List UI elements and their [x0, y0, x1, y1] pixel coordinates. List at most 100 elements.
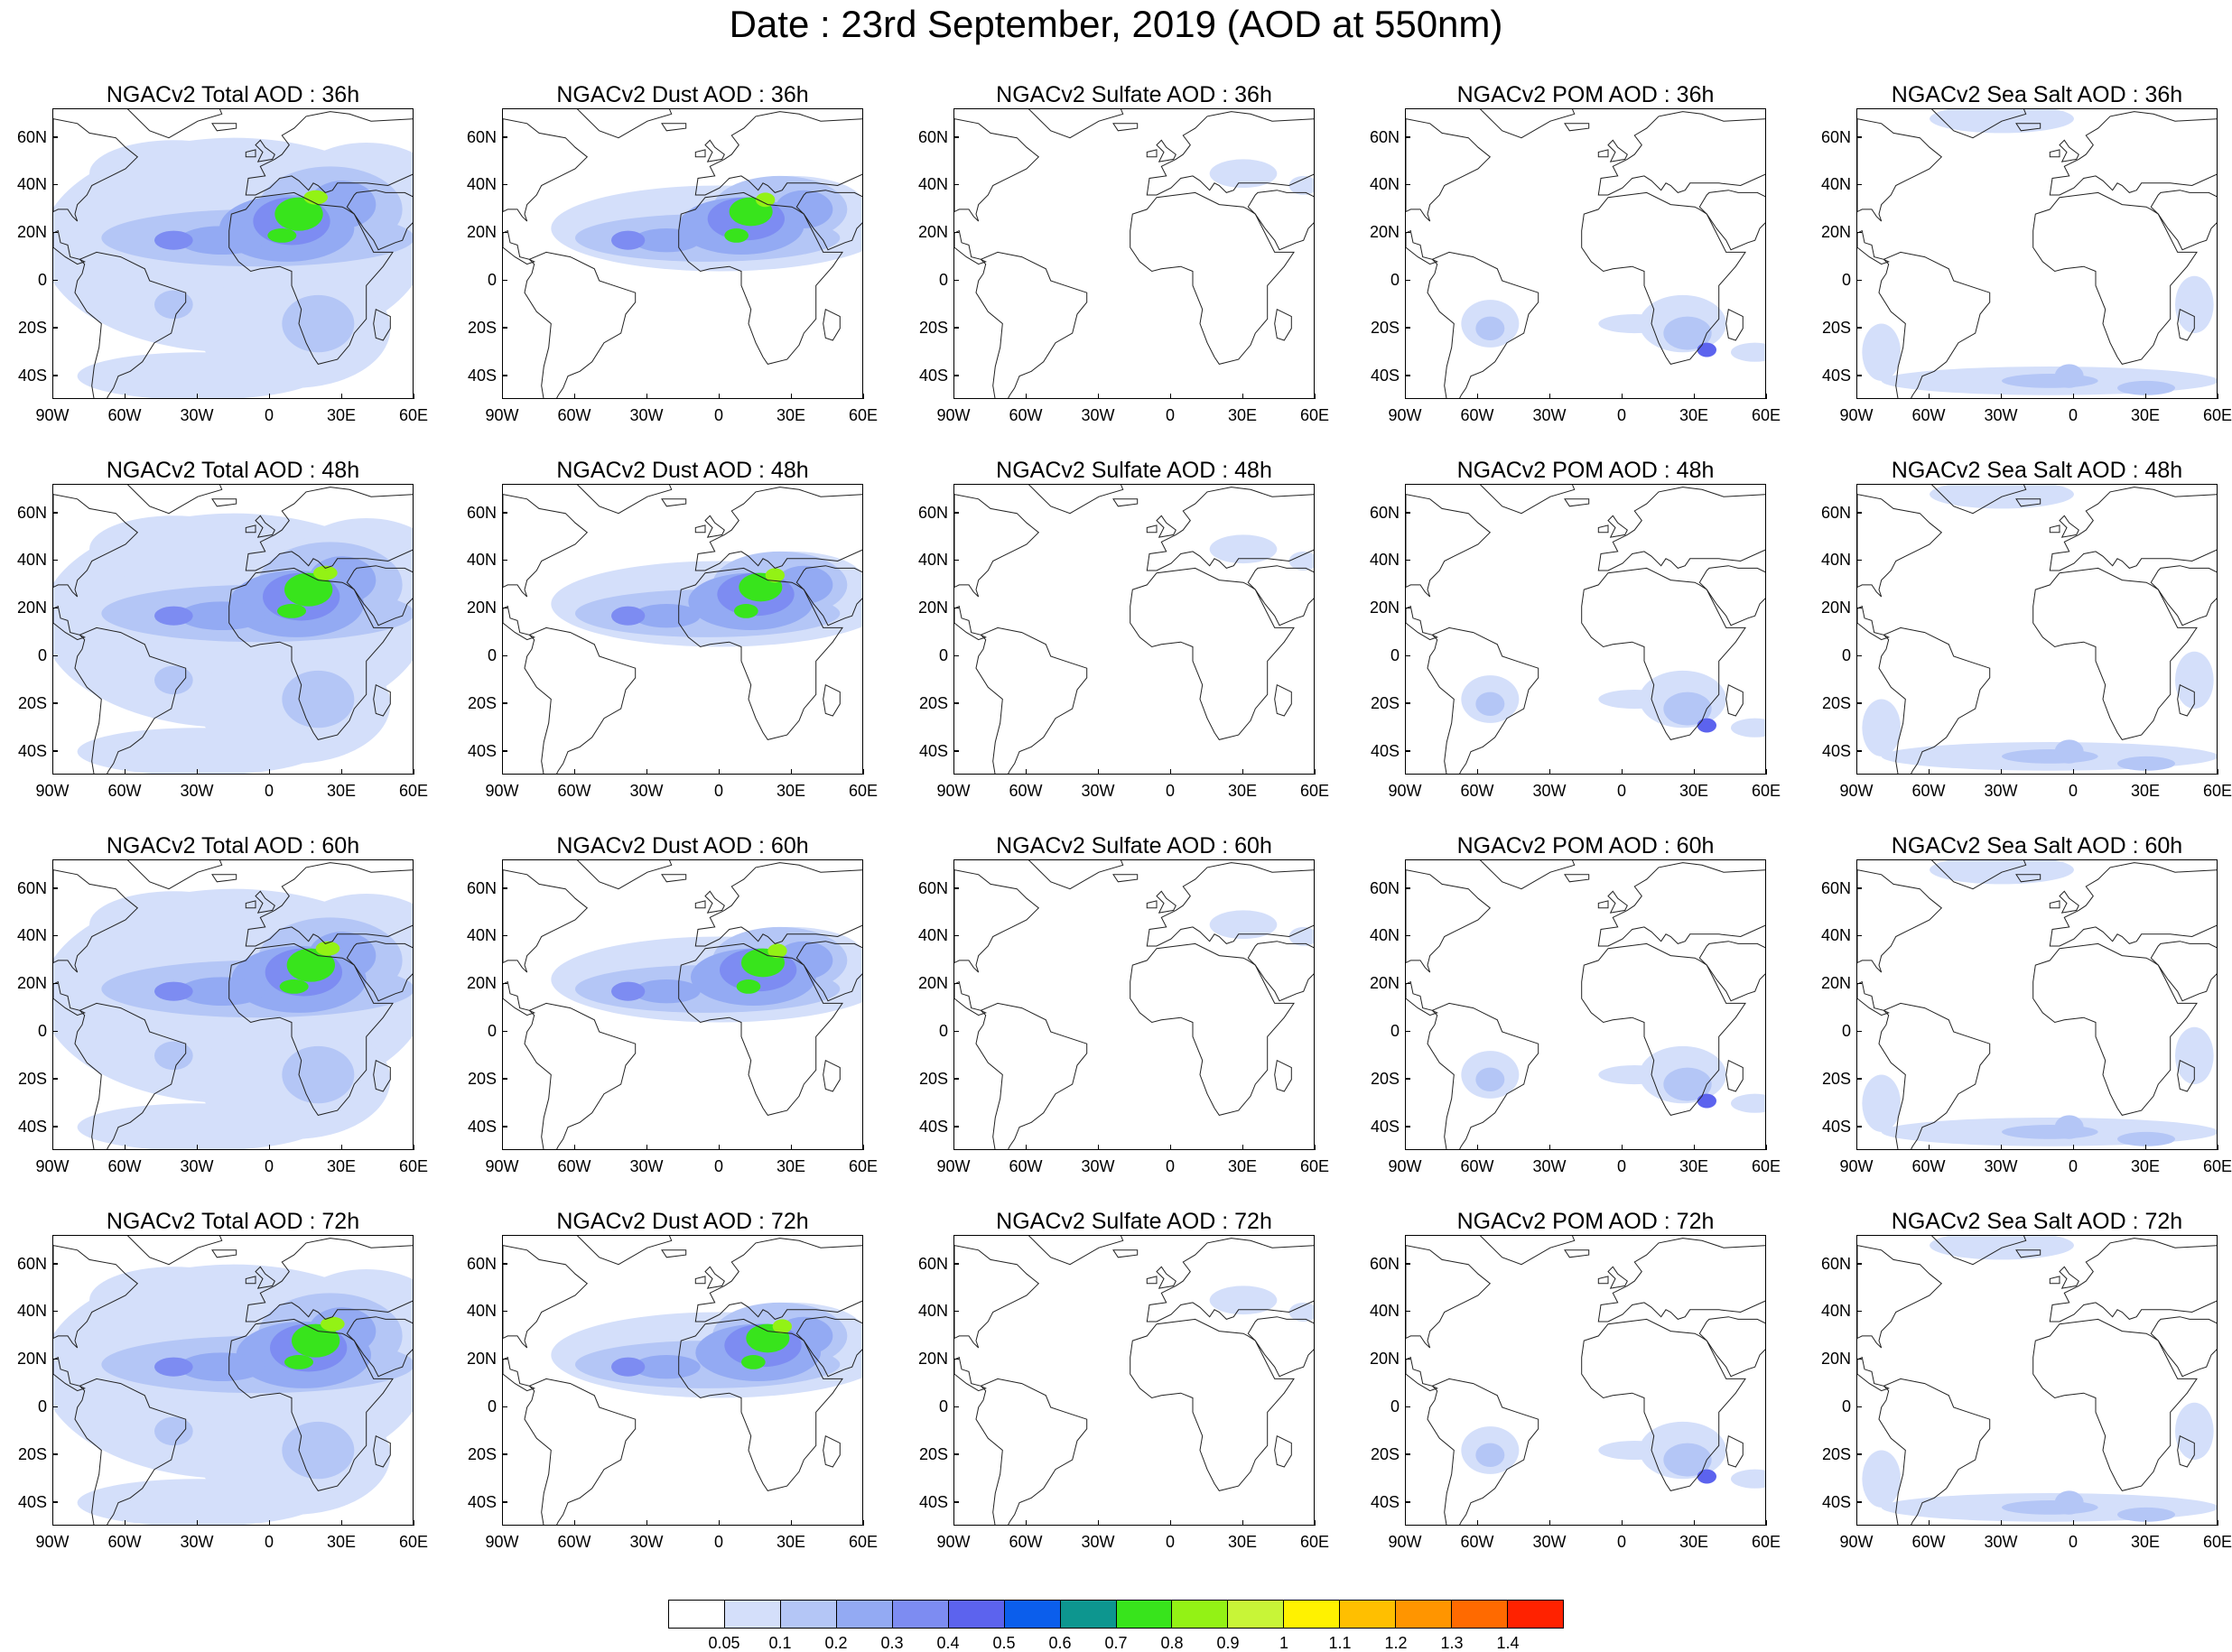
lon-label: 60W: [557, 782, 591, 800]
lon-label: 0: [1616, 782, 1626, 800]
lon-tick: [1097, 1145, 1099, 1150]
panel-title: NGACv2 Dust AOD : 60h: [556, 833, 809, 858]
lat-tick: [1405, 1453, 1410, 1455]
lon-label: 60W: [557, 406, 591, 424]
lat-label: 60N: [466, 878, 497, 897]
lon-label: 60E: [2202, 1157, 2232, 1175]
map-frame: [52, 108, 414, 399]
coastline-europe: [245, 1238, 413, 1323]
coastline-samerica: [74, 251, 187, 398]
lon-tick: [196, 1145, 198, 1150]
lat-tick: [52, 1501, 58, 1503]
map-panel: NGACv2 POM AOD : 48h 60N 40N 20N 0 20S 40S 90W 6…: [1370, 457, 1781, 818]
lat-tick: [52, 702, 58, 704]
lat-tick: [52, 1453, 58, 1455]
coastline-namerica: [954, 1245, 1040, 1349]
colorbar-label: 1.1: [1328, 1634, 1352, 1652]
lat-tick: [953, 183, 959, 186]
coastline-namerica: [503, 494, 589, 598]
lat-label: 20S: [467, 693, 497, 712]
lon-tick: [790, 394, 792, 399]
lat-tick: [953, 1263, 959, 1265]
lon-label: 60E: [848, 406, 879, 424]
lat-label: 20S: [1370, 1444, 1400, 1463]
coastline-greenland: [126, 860, 223, 890]
coastline-britain: [255, 139, 275, 162]
lat-tick: [1405, 231, 1410, 234]
lon-tick: [646, 1145, 647, 1150]
lon-tick: [573, 769, 575, 775]
lat-label: 20S: [467, 1069, 497, 1088]
coastline-ireland: [1597, 900, 1609, 909]
lon-label: 0: [1616, 1533, 1626, 1551]
aod-region: [77, 352, 319, 398]
coastline-britain: [2059, 515, 2079, 538]
lon-label: 30E: [776, 406, 806, 424]
coastline-mideast: [2150, 1316, 2217, 1378]
lon-tick: [646, 394, 647, 399]
lat-tick: [1856, 279, 1862, 282]
coastline-namerica: [1857, 1245, 1943, 1349]
lat-label: 40S: [918, 366, 948, 385]
lat-label: 40S: [1370, 366, 1400, 385]
coastline-namerica: [53, 494, 139, 598]
lon-label: 60W: [1911, 1533, 1946, 1551]
coastline-africa: [1130, 942, 1295, 1116]
lon-label: 90W: [35, 1157, 70, 1175]
lat-label: 0: [938, 646, 948, 665]
aod-region: [282, 294, 355, 353]
aod-region: [178, 977, 265, 1006]
lat-tick: [1405, 607, 1410, 609]
lon-label: 60W: [1460, 1157, 1494, 1175]
lat-label: 20S: [1370, 693, 1400, 712]
lat-tick: [1856, 1078, 1862, 1080]
lat-tick: [953, 375, 959, 376]
colorbar-swatch: [1172, 1601, 1229, 1628]
lon-label: 30W: [1984, 1533, 2018, 1551]
lat-tick: [1405, 375, 1410, 376]
lat-label: 20N: [466, 974, 497, 993]
lat-label: 60N: [16, 1254, 47, 1273]
coastline-mideast: [346, 190, 413, 251]
coastline-namerica: [954, 494, 1040, 598]
lon-label: 60E: [2202, 1533, 2232, 1551]
lon-tick: [718, 769, 720, 775]
panel-title: NGACv2 Sea Salt AOD : 72h: [1891, 1209, 2183, 1234]
lat-label: 40S: [17, 741, 47, 760]
map-frame: [1856, 859, 2218, 1150]
aod-map: [503, 1236, 862, 1525]
lon-label: 30E: [2130, 406, 2161, 424]
coastline-namerica: [1406, 1245, 1492, 1349]
map-frame: [1405, 859, 1766, 1150]
lat-tick: [953, 512, 959, 514]
lon-tick: [646, 1520, 647, 1526]
lon-label: 60W: [1911, 782, 1946, 800]
lon-tick: [1404, 394, 1406, 399]
lon-label: 60E: [1751, 1157, 1781, 1175]
map-frame: [502, 484, 863, 775]
lat-tick: [953, 1358, 959, 1360]
coastline-britain: [255, 515, 275, 538]
lat-label: 60N: [1820, 878, 1851, 897]
lat-label: 60N: [1369, 127, 1400, 146]
lat-tick: [1405, 702, 1410, 704]
lat-tick: [52, 512, 58, 514]
lat-label: 0: [487, 646, 497, 665]
map-frame: [1856, 1235, 2218, 1526]
lat-label: 60N: [1369, 1254, 1400, 1273]
aod-region: [178, 601, 265, 630]
lat-label: 40S: [467, 741, 497, 760]
coastline-europe: [1146, 1238, 1314, 1323]
lon-label: 60E: [1751, 406, 1781, 424]
lon-tick: [501, 394, 503, 399]
coastline-iceland: [211, 123, 237, 132]
lon-tick: [718, 1145, 720, 1150]
panel-title: NGACv2 Sea Salt AOD : 48h: [1891, 458, 2183, 483]
aod-region: [1288, 175, 1314, 196]
lat-tick: [52, 1030, 58, 1033]
lon-label: 0: [264, 1533, 274, 1551]
lat-tick: [953, 1310, 959, 1313]
lat-label: 20N: [16, 599, 47, 617]
lat-label: 0: [487, 271, 497, 290]
coastline-ireland: [1146, 149, 1158, 158]
